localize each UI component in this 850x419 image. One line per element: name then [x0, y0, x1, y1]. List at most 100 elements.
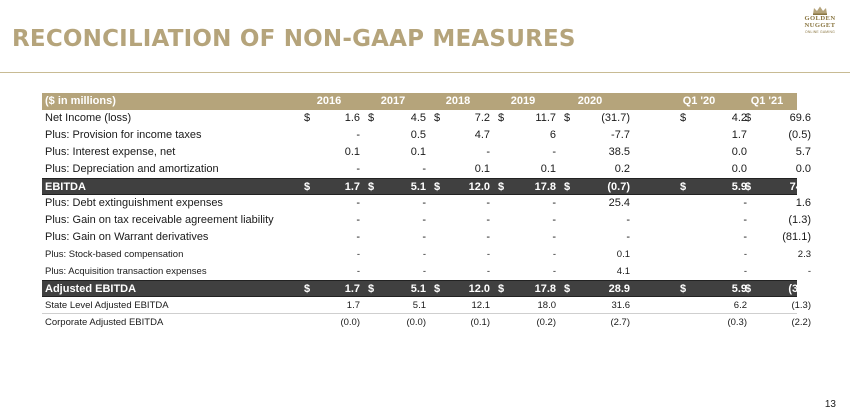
units-label: ($ in millions): [45, 95, 116, 107]
company-logo: GOLDEN NUGGET ONLINE GAMING: [800, 6, 840, 48]
value-cell: 0.1: [410, 146, 426, 158]
value-cell: (3.5): [788, 283, 811, 295]
value-cell: 2.3: [797, 249, 811, 260]
value-cell: -: [626, 231, 630, 243]
value-cell: 6.2: [733, 300, 747, 311]
value-cell: -: [552, 214, 556, 226]
value-cell: 5.1: [410, 181, 426, 193]
year-header: 2016: [316, 95, 342, 107]
value-cell: 5.9: [731, 283, 747, 295]
value-cell: -: [626, 214, 630, 226]
value-cell: (0.7): [607, 181, 630, 193]
dollar-sign: $: [304, 112, 311, 124]
value-cell: 6: [549, 129, 556, 141]
crown-icon: [813, 6, 827, 15]
table-row: Adjusted EBITDA $1.7 $5.1 $12.0 $17.8 $28.9 $5…: [42, 280, 811, 297]
value-cell: 0.0: [731, 146, 747, 158]
quarter-header: Q1 '20: [682, 95, 716, 107]
value-cell: 1.6: [795, 197, 811, 209]
table-row: EBITDA $1.7 $5.1 $12.0 $17.8 $ (0.7) $5.9 $74.9: [42, 178, 811, 195]
year-header: 2017: [380, 95, 406, 107]
row-label: Adjusted EBITDA: [45, 283, 137, 295]
value-cell: -: [743, 197, 747, 209]
value-cell: -: [486, 266, 490, 277]
value-cell: (0.1): [470, 317, 490, 328]
value-cell: -: [743, 214, 747, 226]
value-cell: -: [356, 214, 360, 226]
value-cell: 5.7: [795, 146, 811, 158]
value-cell: (2.2): [791, 317, 811, 328]
value-cell: 5.1: [410, 283, 426, 295]
dollar-sign: $: [680, 283, 687, 295]
table-row: Plus: Gain on tax receivable agreement l…: [42, 212, 811, 229]
value-cell: 0.0: [731, 163, 747, 175]
value-cell: 0.1: [616, 249, 630, 260]
value-cell: (0.0): [406, 317, 426, 328]
value-cell: 31.6: [611, 300, 631, 311]
table-row: Plus: Gain on Warrant derivatives - - - - - - (…: [42, 229, 811, 246]
title-divider: [0, 72, 850, 73]
dollar-sign: $: [434, 181, 441, 193]
page-number: 13: [824, 399, 836, 410]
value-cell: 18.0: [537, 300, 557, 311]
dollar-sign: $: [498, 112, 505, 124]
dollar-sign: $: [368, 112, 375, 124]
value-cell: (81.1): [782, 231, 811, 243]
value-cell: 12.0: [468, 181, 490, 193]
value-cell: -: [552, 146, 556, 158]
value-cell: -: [422, 197, 426, 209]
dollar-sign: $: [498, 283, 505, 295]
value-cell: 4.7: [474, 129, 490, 141]
value-cell: -: [356, 163, 360, 175]
table-row: State Level Adjusted EBITDA 1.7 5.1 12.1 18.…: [42, 297, 811, 314]
dollar-sign: $: [434, 112, 441, 124]
value-cell: -: [356, 249, 360, 260]
value-cell: 17.8: [534, 283, 556, 295]
row-label: Plus: Gain on Warrant derivatives: [45, 231, 209, 243]
row-label: Plus: Provision for income taxes: [45, 129, 202, 141]
row-label: Plus: Gain on tax receivable agreement l…: [45, 214, 274, 226]
value-cell: 5.9: [731, 181, 747, 193]
value-cell: 0.2: [614, 163, 630, 175]
table-row: Corporate Adjusted EBITDA (0.0) (0.0) (0.1)…: [42, 314, 811, 331]
value-cell: -: [356, 266, 360, 277]
dollar-sign: $: [304, 283, 311, 295]
dollar-sign: $: [680, 181, 687, 193]
dollar-sign: $: [434, 283, 441, 295]
row-label: State Level Adjusted EBITDA: [45, 300, 169, 311]
value-cell: (1.3): [791, 300, 811, 311]
value-cell: (0.0): [340, 317, 360, 328]
value-cell: -: [356, 231, 360, 243]
value-cell: -: [552, 266, 556, 277]
value-cell: -: [486, 197, 490, 209]
value-cell: 0.1: [344, 146, 360, 158]
quarter-header: Q1 '21: [750, 95, 784, 107]
value-cell: 38.5: [608, 146, 630, 158]
logo-text-line2: NUGGET: [804, 22, 836, 29]
value-cell: 12.1: [471, 300, 491, 311]
value-cell: (1.3): [788, 214, 811, 226]
value-cell: (2.7): [610, 317, 630, 328]
dollar-sign: $: [680, 112, 687, 124]
year-header: 2018: [445, 95, 471, 107]
row-label: EBITDA: [45, 181, 86, 193]
page-title: RECONCILIATION OF NON-GAAP MEASURES: [12, 26, 576, 52]
value-cell: 12.0: [468, 283, 490, 295]
value-cell: -7.7: [611, 129, 630, 141]
dollar-sign: $: [368, 283, 375, 295]
dollar-sign: $: [564, 283, 571, 295]
value-cell: -: [486, 249, 490, 260]
value-cell: 28.9: [608, 283, 630, 295]
value-cell: 0.5: [410, 129, 426, 141]
dollar-sign: $: [498, 181, 505, 193]
value-cell: 0.1: [540, 163, 556, 175]
value-cell: -: [356, 129, 360, 141]
value-cell: -: [422, 231, 426, 243]
table-row: Plus: Acquisition transaction expenses - -…: [42, 263, 811, 280]
value-cell: 1.7: [346, 300, 360, 311]
value-cell: -: [743, 266, 747, 277]
value-cell: -: [422, 214, 426, 226]
dollar-sign: $: [368, 181, 375, 193]
value-cell: 1.7: [344, 283, 360, 295]
table-header-row: ($ in millions) 2016 2017 2018 2019 2020…: [42, 93, 797, 110]
